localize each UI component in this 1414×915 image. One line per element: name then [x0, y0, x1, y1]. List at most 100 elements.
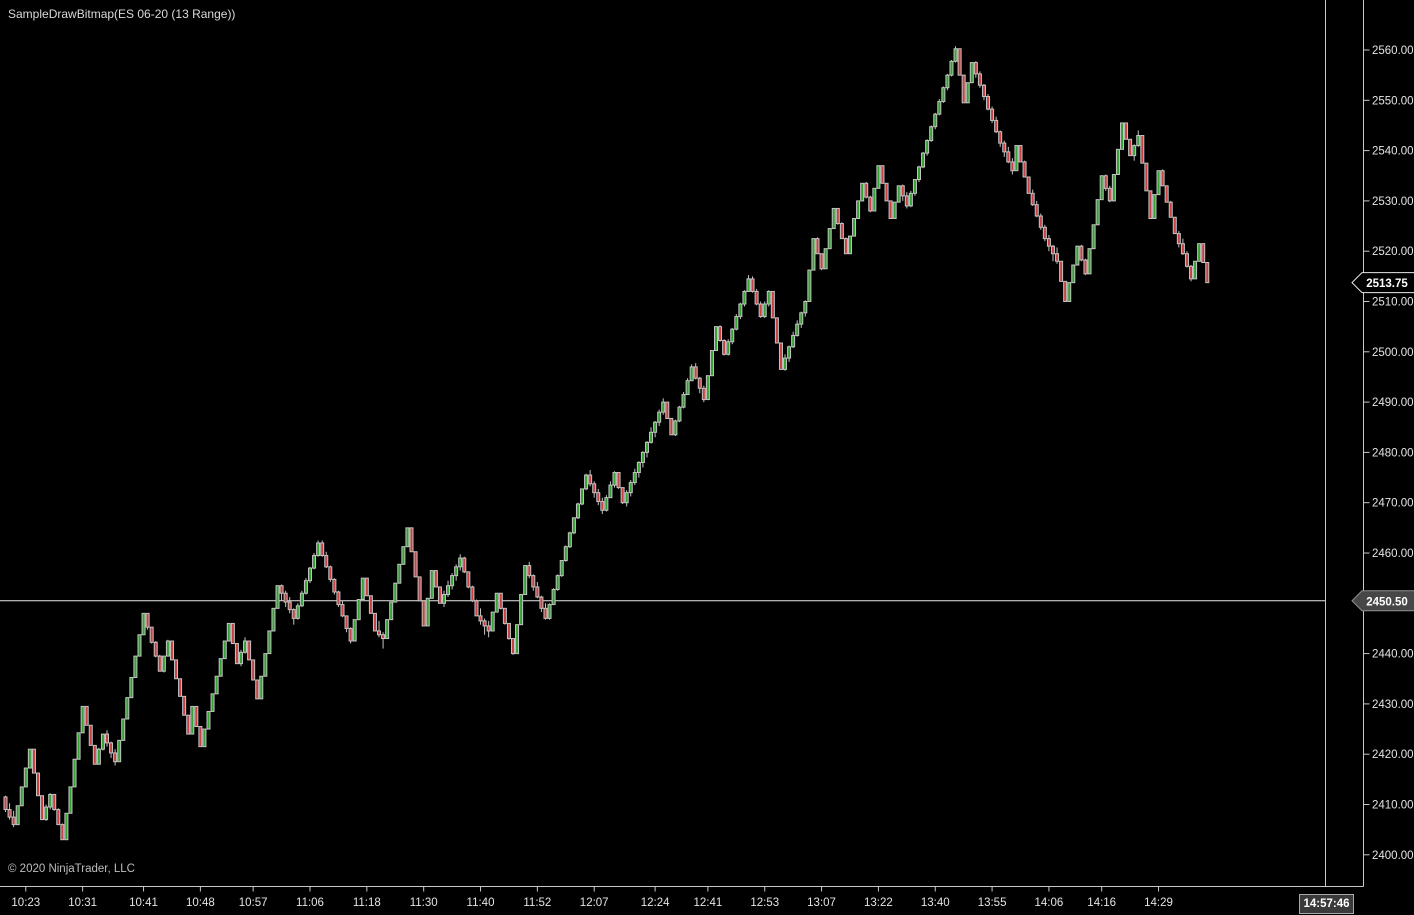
candle [291, 608, 296, 625]
candle [892, 201, 897, 220]
candle [502, 607, 507, 625]
x-axis-label: 11:40 [467, 897, 495, 909]
candle [787, 345, 792, 362]
candle [847, 235, 852, 255]
candle [551, 588, 556, 606]
x-axis-label: 11:06 [296, 897, 324, 909]
candle [56, 808, 61, 826]
candle [1168, 200, 1173, 218]
candle [527, 561, 532, 579]
candle [312, 553, 317, 570]
candle [783, 354, 788, 371]
candle [649, 427, 654, 444]
candle [368, 595, 373, 614]
candle [807, 269, 812, 302]
x-axis-label: 12:07 [580, 897, 609, 909]
candle [1107, 185, 1112, 203]
y-axis-label: 2440.00 [1372, 649, 1414, 661]
y-axis-label: 2480.00 [1372, 447, 1414, 459]
candle [72, 758, 77, 788]
candle [1193, 260, 1198, 280]
candle [454, 564, 459, 581]
candle [1197, 243, 1202, 262]
x-axis-label: 12:41 [693, 897, 722, 909]
candle [831, 207, 836, 230]
candle [1095, 199, 1100, 226]
candle [1180, 238, 1185, 255]
candle [198, 726, 203, 748]
candle [539, 595, 544, 613]
candle [27, 748, 32, 769]
candle [608, 481, 613, 499]
candle [405, 527, 410, 548]
candle [620, 487, 625, 504]
candle [344, 615, 349, 633]
candle [385, 619, 390, 640]
candle [372, 612, 377, 632]
candle [15, 805, 20, 826]
candle [1128, 138, 1133, 157]
candle [1148, 190, 1153, 220]
x-axis-label: 10:23 [11, 897, 40, 909]
candle [778, 342, 783, 370]
candle [1075, 245, 1080, 266]
candle [141, 612, 146, 636]
candle [441, 590, 446, 608]
candle [1079, 244, 1084, 262]
candle [1010, 158, 1015, 175]
candle [908, 190, 913, 208]
candle [600, 497, 605, 515]
candle [336, 590, 341, 608]
candle [1140, 135, 1145, 164]
candle [316, 540, 321, 557]
candle [705, 375, 710, 401]
candle [685, 378, 690, 396]
candle [202, 728, 207, 748]
candle [80, 705, 85, 734]
candle [1071, 264, 1076, 284]
candle [222, 640, 227, 660]
candle [490, 611, 495, 632]
candle [758, 301, 763, 318]
candle [117, 739, 122, 763]
candle [604, 495, 609, 512]
candlestick-series [3, 46, 1210, 841]
candle [113, 749, 118, 766]
candle [263, 653, 268, 677]
candle [52, 793, 57, 811]
candle [1014, 145, 1019, 172]
candle [458, 554, 463, 571]
candle [31, 748, 36, 774]
clock-display: 14:57:46 [1299, 894, 1354, 914]
candle [1184, 251, 1189, 268]
candle [734, 314, 739, 331]
candle [105, 730, 109, 747]
candle [360, 577, 365, 601]
candle [949, 60, 954, 77]
candle [673, 419, 678, 437]
candle [44, 804, 49, 821]
candle [917, 165, 921, 183]
x-axis-label: 10:31 [68, 897, 97, 909]
candle [218, 658, 223, 677]
candle [969, 62, 974, 84]
candle [283, 590, 288, 608]
candle [624, 490, 629, 507]
candle [433, 570, 438, 588]
candle [693, 363, 698, 380]
candle [462, 556, 467, 574]
candle [194, 705, 199, 728]
candle [88, 724, 93, 746]
candle [234, 643, 239, 665]
candle [612, 471, 617, 488]
candle [295, 603, 300, 620]
candle [929, 125, 934, 142]
x-axis-label: 10:48 [186, 897, 215, 909]
candle [401, 546, 406, 565]
candle [226, 622, 231, 642]
candle [1099, 175, 1104, 201]
y-axis-label: 2560.00 [1372, 45, 1414, 57]
candle [340, 600, 345, 618]
candle [677, 405, 682, 423]
